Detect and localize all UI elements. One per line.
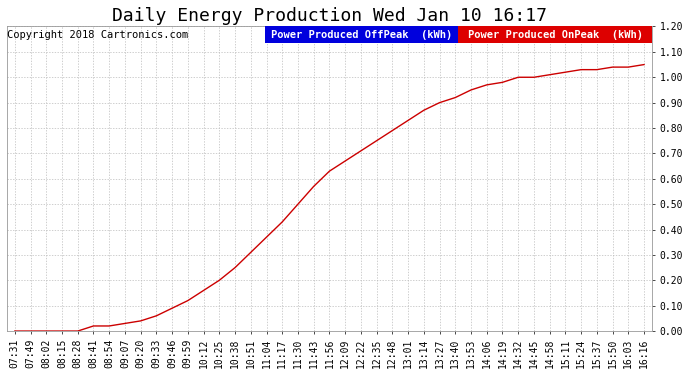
- Title: Daily Energy Production Wed Jan 10 16:17: Daily Energy Production Wed Jan 10 16:17: [112, 7, 547, 25]
- Text: Copyright 2018 Cartronics.com: Copyright 2018 Cartronics.com: [7, 30, 188, 40]
- Text: Power Produced OffPeak  (kWh): Power Produced OffPeak (kWh): [271, 30, 453, 40]
- Text: Power Produced OnPeak  (kWh): Power Produced OnPeak (kWh): [468, 30, 642, 40]
